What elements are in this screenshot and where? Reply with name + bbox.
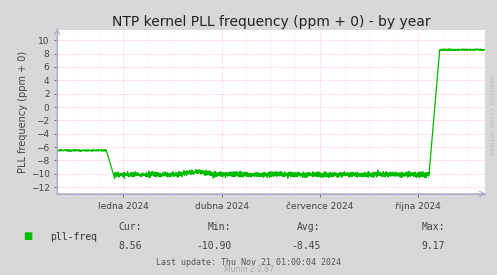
Text: Min:: Min: [208,222,231,232]
Text: ■: ■ [23,232,32,241]
Text: Avg:: Avg: [297,222,321,232]
Text: pll-freq: pll-freq [50,232,97,241]
Text: 9.17: 9.17 [421,241,445,251]
Y-axis label: PLL frequency (ppm + 0): PLL frequency (ppm + 0) [18,51,28,173]
Text: RRDTOOL / TOBI OETIKER: RRDTOOL / TOBI OETIKER [488,75,493,156]
Text: Last update: Thu Nov 21 01:00:04 2024: Last update: Thu Nov 21 01:00:04 2024 [156,258,341,267]
Text: -8.45: -8.45 [291,241,321,251]
Text: 8.56: 8.56 [118,241,142,251]
Text: Max:: Max: [421,222,445,232]
Text: Cur:: Cur: [118,222,142,232]
Title: NTP kernel PLL frequency (ppm + 0) - by year: NTP kernel PLL frequency (ppm + 0) - by … [111,15,430,29]
Text: Munin 2.0.67: Munin 2.0.67 [224,265,273,274]
Text: -10.90: -10.90 [196,241,231,251]
